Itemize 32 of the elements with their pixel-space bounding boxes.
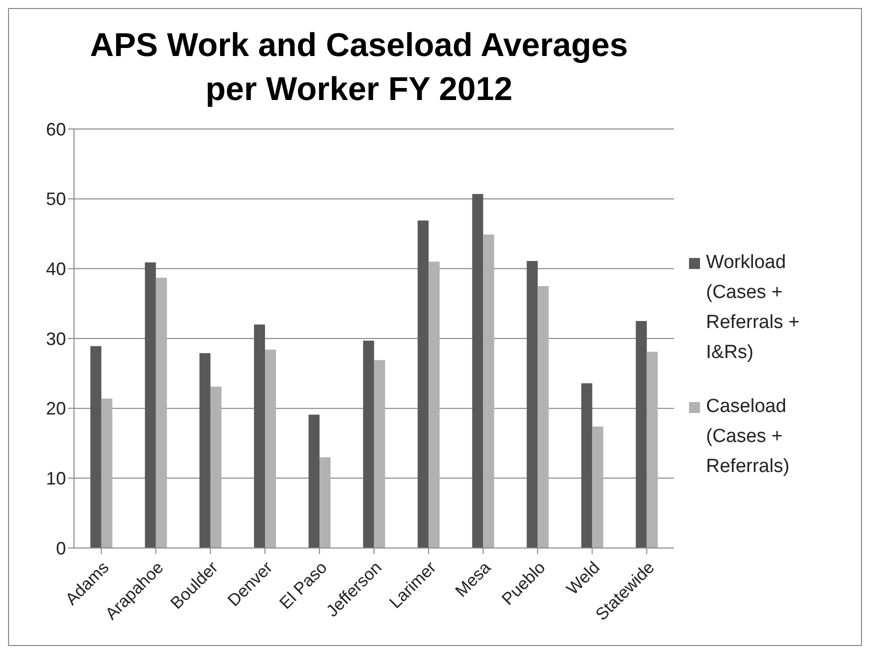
bar [538,286,549,548]
bar [374,360,386,548]
bar [581,383,592,548]
bar [428,262,440,548]
y-tick-label: 40 [46,259,66,280]
bar [646,352,658,548]
y-tick-label: 30 [46,328,66,349]
legend-label: Caseload (Cases + Referrals) [706,395,790,479]
y-tick-label: 20 [46,398,66,419]
bar [483,234,494,548]
bar [265,350,276,548]
bar [90,346,102,548]
y-tick-label: 0 [56,538,66,558]
y-tick-label: 50 [46,189,66,210]
y-tick-label: 10 [46,468,66,489]
legend-label: Workload (Cases + Referrals + I&Rs) [706,251,800,365]
bar [320,457,331,548]
chart-title: APS Work and Caseload Averages per Worker FY 2012 [89,25,629,109]
bar [526,260,538,548]
bar [472,194,484,548]
bar [254,324,265,548]
bar [418,220,429,548]
y-tick-label: 60 [46,119,66,140]
bar [101,398,112,548]
bar [592,426,604,548]
bar [144,262,156,548]
bar [308,414,320,548]
bar [363,340,374,548]
bar [210,386,222,548]
bar [636,321,647,548]
bar [156,278,167,548]
bar [199,353,210,548]
